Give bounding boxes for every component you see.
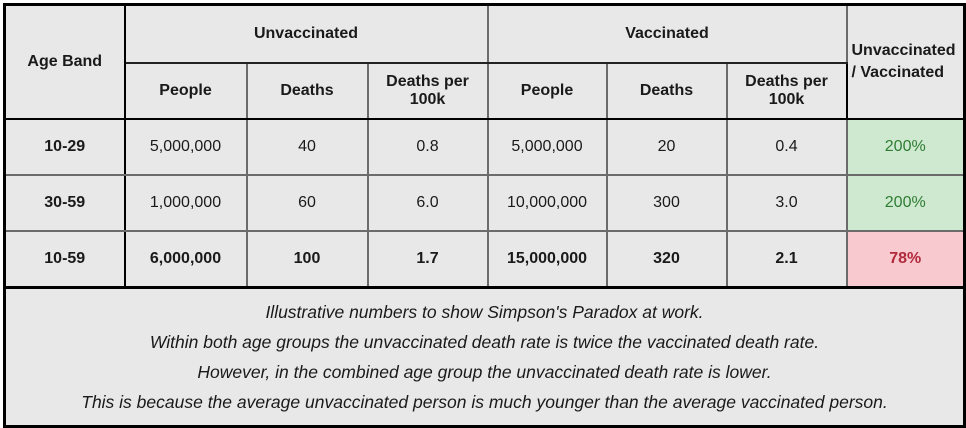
- unvaccinated-people-cell: 6,000,000: [123, 229, 248, 289]
- ratio-header: Unvaccinated / Vaccinated: [845, 3, 966, 120]
- age-band-cell: 10-59: [3, 229, 126, 289]
- unvaccinated-deaths-header: Deaths: [245, 61, 369, 120]
- header-row-groups: Age Band Unvaccinated Vaccinated Unvacci…: [3, 3, 966, 120]
- unvaccinated-rate-cell: 1.7: [366, 229, 489, 289]
- unvaccinated-rate-cell: 6.0: [366, 173, 489, 232]
- table-row-10-29: 10-29 5,000,000 40 0.8 5,000,000 20 0.4 …: [3, 117, 966, 176]
- vaccinated-people-header: People: [486, 61, 608, 120]
- unvaccinated-deaths-cell: 60: [245, 173, 369, 232]
- table-row-30-59: 30-59 1,000,000 60 6.0 10,000,000 300 3.…: [3, 173, 966, 232]
- unvaccinated-deaths-cell: 100: [245, 229, 369, 289]
- unvaccinated-rate-cell: 0.8: [366, 117, 489, 176]
- notes-cell: Illustrative numbers to show Simpson's P…: [4, 286, 965, 427]
- vaccinated-people-cell: 15,000,000: [486, 229, 608, 289]
- ratio-cell: 200%: [845, 173, 966, 232]
- unvaccinated-people-cell: 5,000,000: [123, 117, 248, 176]
- vaccinated-people-cell: 10,000,000: [486, 173, 608, 232]
- table-row-total-10-59: 10-59 6,000,000 100 1.7 15,000,000 320 2…: [3, 229, 966, 289]
- age-band-cell: 10-29: [3, 117, 126, 176]
- vaccinated-deaths-cell: 320: [605, 229, 728, 289]
- note-line-4: This is because the average unvaccinated…: [81, 392, 888, 412]
- vaccinated-rate-cell: 2.1: [725, 229, 848, 289]
- ratio-cell: 200%: [845, 117, 966, 176]
- vaccinated-rate-cell: 3.0: [725, 173, 848, 232]
- unvaccinated-deaths-cell: 40: [245, 117, 369, 176]
- vaccinated-deaths-header: Deaths: [605, 61, 728, 120]
- unvaccinated-group-header: Unvaccinated: [123, 3, 489, 64]
- age-band-cell: 30-59: [3, 173, 126, 232]
- unvaccinated-rate-header: Deaths per 100k: [366, 61, 489, 120]
- note-line-2: Within both age groups the unvaccinated …: [149, 332, 820, 352]
- vaccinated-rate-header: Deaths per 100k: [725, 61, 848, 120]
- vaccinated-deaths-cell: 300: [605, 173, 728, 232]
- age-band-header: Age Band: [3, 3, 126, 120]
- unvaccinated-people-header: People: [123, 61, 248, 120]
- simpsons-paradox-table: Age Band Unvaccinated Vaccinated Unvacci…: [3, 3, 966, 428]
- vaccinated-deaths-cell: 20: [605, 117, 728, 176]
- vaccinated-group-header: Vaccinated: [486, 3, 848, 64]
- notes-row: Illustrative numbers to show Simpson's P…: [4, 286, 965, 427]
- note-line-1: Illustrative numbers to show Simpson's P…: [265, 302, 704, 322]
- header-row-sub: People Deaths Deaths per 100k People Dea…: [5, 61, 965, 120]
- ratio-header-label: Unvaccinated / Vaccinated: [851, 42, 956, 81]
- vaccinated-people-cell: 5,000,000: [486, 117, 608, 176]
- vaccinated-rate-cell: 0.4: [725, 117, 848, 176]
- note-line-3: However, in the combined age group the u…: [197, 362, 772, 382]
- unvaccinated-people-cell: 1,000,000: [123, 173, 248, 232]
- ratio-cell: 78%: [845, 229, 966, 289]
